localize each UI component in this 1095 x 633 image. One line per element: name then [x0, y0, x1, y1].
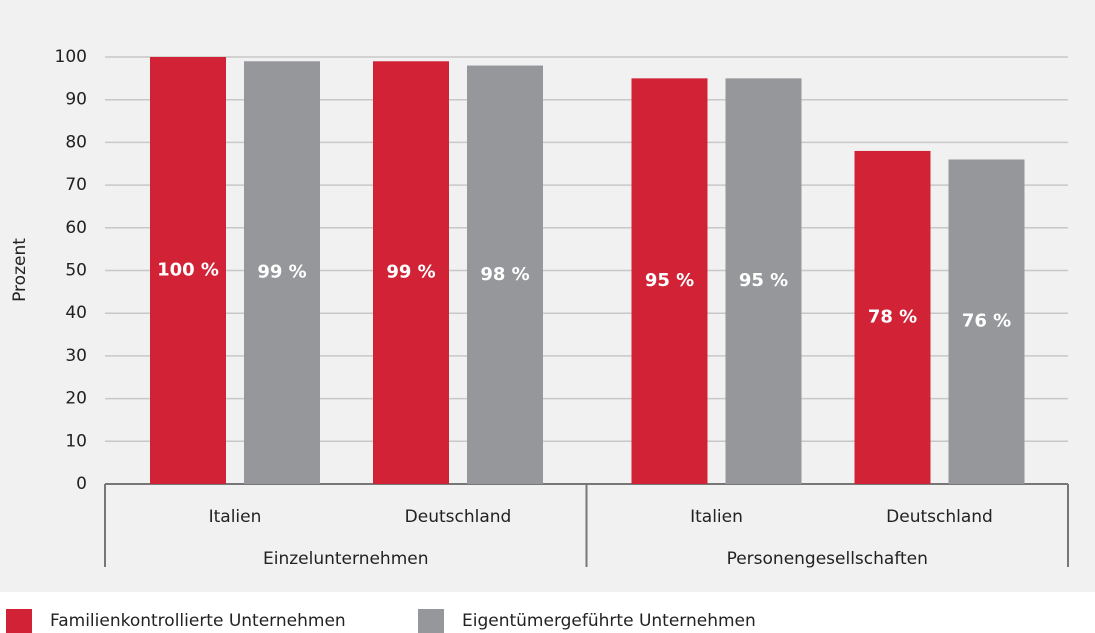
- y-tick-label: 100: [55, 47, 87, 67]
- x-tick-label: Deutschland: [405, 507, 512, 527]
- y-tick-label: 50: [65, 261, 87, 281]
- bar: [467, 65, 543, 484]
- y-axis-label: Prozent: [10, 238, 30, 302]
- value-label: 76 %: [962, 311, 1011, 332]
- value-label: 99 %: [386, 262, 435, 283]
- y-tick-label: 80: [65, 132, 87, 152]
- legend-label: Familienkontrollierte Unternehmen: [50, 611, 346, 631]
- y-tick-label: 10: [65, 431, 87, 451]
- bar: [948, 159, 1025, 485]
- bar: [373, 61, 449, 485]
- y-tick-label: 40: [65, 303, 87, 323]
- y-tick-label: 60: [65, 218, 87, 238]
- y-tick-label: 0: [76, 474, 87, 494]
- group-label: Einzelunternehmen: [263, 549, 429, 569]
- y-tick-label: 70: [65, 175, 87, 195]
- value-label: 98 %: [480, 264, 529, 285]
- y-tick-label: 30: [65, 346, 87, 366]
- x-tick-label: Deutschland: [886, 507, 993, 527]
- bar: [631, 78, 708, 484]
- x-tick-label: Italien: [209, 507, 262, 527]
- value-label: 78 %: [868, 306, 917, 327]
- x-tick-label: Italien: [690, 507, 743, 527]
- legend-label: Eigentümergeführte Unternehmen: [462, 611, 756, 631]
- bar: [854, 150, 931, 484]
- bar: [150, 57, 226, 484]
- bar: [244, 61, 320, 485]
- value-label: 100 %: [157, 260, 219, 281]
- bar: [725, 78, 802, 484]
- legend-swatch: [6, 609, 32, 633]
- y-tick-label: 90: [65, 90, 87, 110]
- value-label: 95 %: [739, 270, 788, 291]
- legend-swatch: [418, 609, 444, 633]
- value-label: 99 %: [257, 262, 306, 283]
- group-label: Personengesellschaften: [727, 549, 928, 569]
- value-label: 95 %: [645, 270, 694, 291]
- y-tick-label: 20: [65, 389, 87, 409]
